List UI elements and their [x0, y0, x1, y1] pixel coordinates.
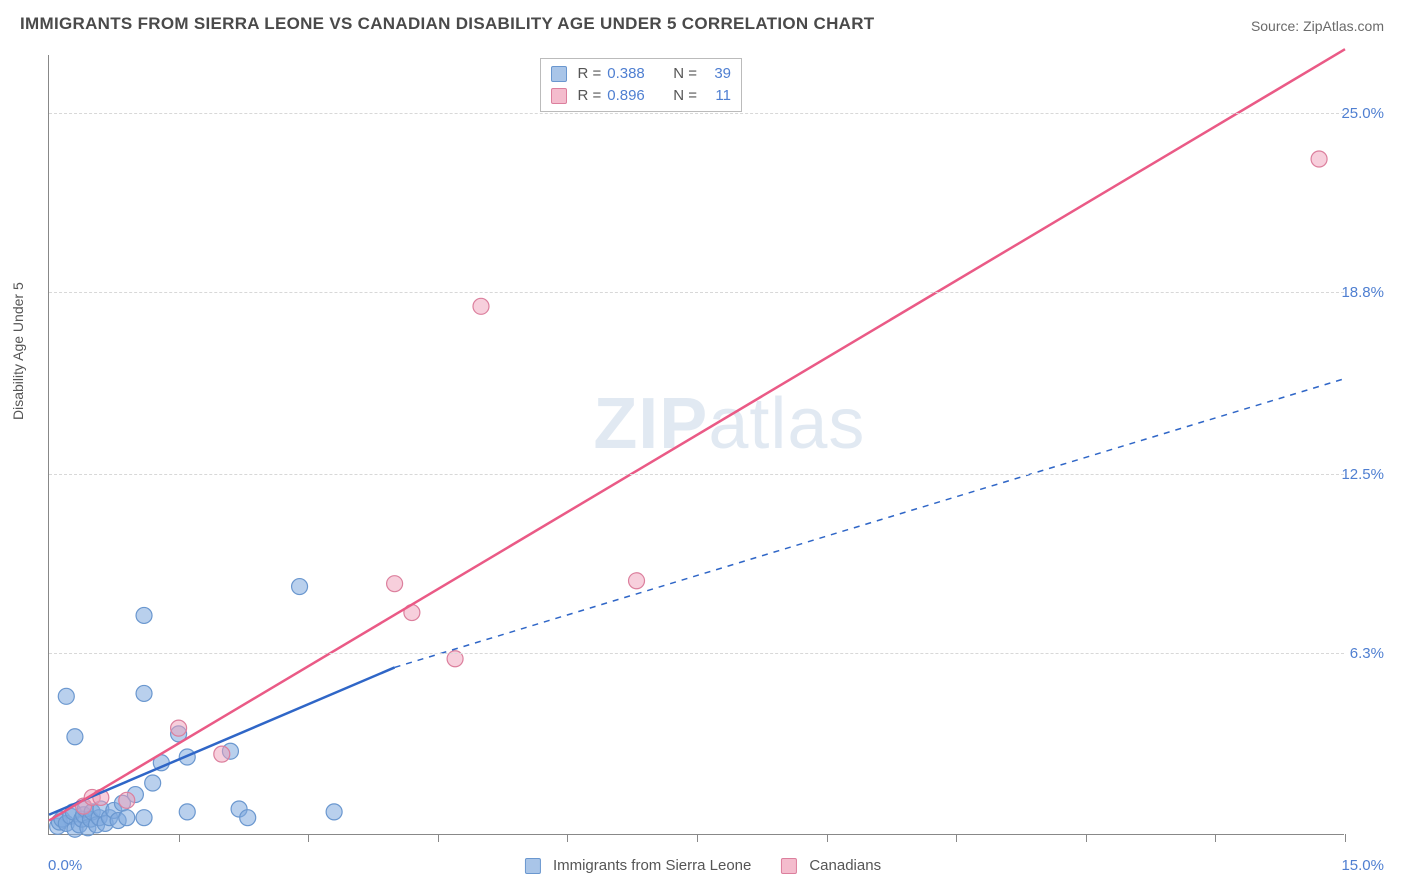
x-axis-min-label: 0.0% — [48, 857, 82, 874]
legend-n-value: 11 — [703, 85, 731, 107]
legend-r-label: R = — [577, 63, 601, 85]
data-point — [119, 810, 135, 826]
source-attribution: Source: ZipAtlas.com — [1251, 18, 1384, 34]
y-tick-label: 18.8% — [1341, 284, 1384, 301]
legend-n-value: 39 — [703, 63, 731, 85]
data-point — [119, 792, 135, 808]
gridline-horizontal — [49, 292, 1344, 293]
data-point — [326, 804, 342, 820]
chart-title: IMMIGRANTS FROM SIERRA LEONE VS CANADIAN… — [20, 14, 875, 34]
data-point — [58, 688, 74, 704]
x-tick — [1086, 834, 1087, 842]
x-tick — [567, 834, 568, 842]
legend-stats-box: R = 0.388 N = 39 R = 0.896 N = 11 — [540, 58, 742, 112]
data-point — [145, 775, 161, 791]
legend-item: Canadians — [781, 857, 881, 874]
x-axis-max-label: 15.0% — [1341, 857, 1384, 874]
legend-series-name: Immigrants from Sierra Leone — [553, 857, 751, 874]
svg-layer — [49, 55, 1344, 834]
x-tick — [179, 834, 180, 842]
gridline-horizontal — [49, 653, 1344, 654]
y-tick-label: 25.0% — [1341, 105, 1384, 122]
legend-r-label: R = — [577, 85, 601, 107]
trend-line — [49, 667, 395, 814]
data-point — [473, 298, 489, 314]
legend-swatch — [551, 88, 567, 104]
data-point — [179, 804, 195, 820]
data-point — [136, 607, 152, 623]
y-tick-label: 6.3% — [1350, 645, 1384, 662]
data-point — [171, 720, 187, 736]
legend-r-value: 0.388 — [607, 63, 659, 85]
x-tick — [956, 834, 957, 842]
x-tick — [697, 834, 698, 842]
legend-bottom: Immigrants from Sierra Leone Canadians — [525, 857, 881, 874]
trend-line — [395, 379, 1345, 668]
data-point — [136, 685, 152, 701]
data-point — [67, 729, 83, 745]
trend-line — [49, 49, 1345, 820]
plot-area: ZIPatlas — [48, 55, 1344, 835]
legend-stats-row: R = 0.896 N = 11 — [551, 85, 731, 107]
legend-n-label: N = — [673, 85, 697, 107]
y-tick-label: 12.5% — [1341, 466, 1384, 483]
source-label: Source: — [1251, 18, 1299, 34]
data-point — [136, 810, 152, 826]
data-point — [387, 576, 403, 592]
legend-stats-row: R = 0.388 N = 39 — [551, 63, 731, 85]
gridline-horizontal — [49, 474, 1344, 475]
legend-swatch — [781, 858, 797, 874]
x-tick — [827, 834, 828, 842]
data-point — [629, 573, 645, 589]
legend-n-label: N = — [673, 63, 697, 85]
legend-swatch — [551, 66, 567, 82]
gridline-horizontal — [49, 113, 1344, 114]
x-tick — [308, 834, 309, 842]
chart-container: IMMIGRANTS FROM SIERRA LEONE VS CANADIAN… — [0, 0, 1406, 892]
legend-swatch — [525, 858, 541, 874]
data-point — [214, 746, 230, 762]
data-point — [1311, 151, 1327, 167]
data-point — [240, 810, 256, 826]
y-axis-label: Disability Age Under 5 — [10, 282, 26, 420]
x-tick — [1215, 834, 1216, 842]
data-point — [292, 579, 308, 595]
legend-item: Immigrants from Sierra Leone — [525, 857, 751, 874]
x-tick — [438, 834, 439, 842]
x-tick — [1345, 834, 1346, 842]
source-value: ZipAtlas.com — [1303, 18, 1384, 34]
legend-series-name: Canadians — [809, 857, 881, 874]
legend-r-value: 0.896 — [607, 85, 659, 107]
